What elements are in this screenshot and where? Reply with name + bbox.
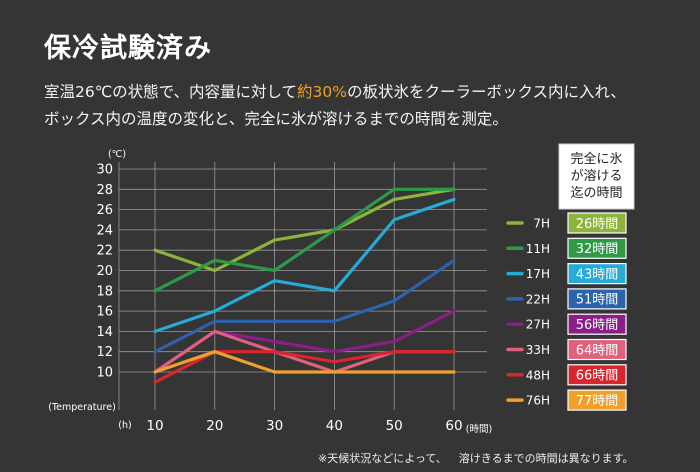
melt-time-label: 77時間 bbox=[576, 394, 619, 409]
legend-label: 76H bbox=[526, 394, 550, 408]
melt-time-label: 64時間 bbox=[576, 343, 619, 358]
description-text-1a: 室温26℃の状態で、内容量に対して bbox=[44, 83, 298, 101]
melt-time-badge bbox=[567, 288, 627, 310]
series-line-76h bbox=[153, 350, 456, 374]
y-tick-label: 30 bbox=[96, 163, 113, 178]
melt-time-label: 56時間 bbox=[576, 318, 619, 333]
y-axis-unit: (℃) bbox=[108, 149, 126, 160]
y-tick-label: 28 bbox=[96, 183, 113, 198]
melt-time-badge bbox=[567, 263, 627, 285]
series-line-48h bbox=[153, 350, 456, 384]
legend-label: 17H bbox=[526, 267, 550, 281]
x-tick-label: 60 bbox=[445, 418, 462, 434]
footnote-part-1: ※天候状況などによって、 bbox=[318, 452, 447, 465]
description-line-1: 室温26℃の状態で、内容量に対して約30%の板状氷をクーラーボックス内に入れ、 bbox=[44, 80, 626, 102]
y-tick-label: 24 bbox=[96, 223, 113, 238]
melt-time-badge bbox=[567, 338, 627, 361]
legend-header-line-3: 迄の時間 bbox=[570, 186, 622, 201]
y-axis-label: (Temperature) bbox=[48, 402, 116, 413]
x-axis-unit: (h) bbox=[118, 420, 131, 431]
legend-label: 22H bbox=[526, 292, 550, 306]
x-tick-label: 10 bbox=[146, 418, 163, 434]
melt-time-label: 26時間 bbox=[576, 217, 619, 232]
y-tick-label: 16 bbox=[96, 305, 113, 320]
footnote: ※天候状況などによって、 溶けきるまでの時間は異なります。 bbox=[318, 450, 633, 466]
y-tick-label: 22 bbox=[96, 244, 113, 259]
legend-header-line-1: 完全に氷 bbox=[570, 151, 622, 167]
description-text-1b: の板状氷をクーラーボックス内に入れ、 bbox=[347, 83, 626, 101]
melt-time-label: 43時間 bbox=[576, 267, 619, 282]
page-title: 保冷試験済み bbox=[44, 33, 212, 64]
series-line-11h bbox=[153, 187, 456, 293]
footnote-part-2: 溶けきるまでの時間は異なります。 bbox=[458, 452, 634, 465]
chart-legend: 完全に氷 が溶ける 迄の時間 7H 26時間 11H 32時間 17H 43時間 22H 51… bbox=[506, 143, 635, 411]
legend-label: 7H bbox=[533, 217, 550, 231]
series-line-22h bbox=[153, 258, 456, 354]
legend-header-box bbox=[558, 143, 635, 210]
legend-header-line-2: が溶ける bbox=[570, 169, 622, 184]
chart-axes: (℃) (Temperature) (h) (時間) 10 12 14 16 18 20 2… bbox=[48, 149, 492, 435]
melt-time-badge bbox=[567, 389, 627, 411]
melt-time-label: 51時間 bbox=[576, 293, 619, 308]
legend-label: 33H bbox=[526, 343, 550, 357]
series-line-17h bbox=[153, 197, 456, 333]
description-highlight: 約30% bbox=[297, 83, 347, 101]
x-tick-label: 40 bbox=[326, 418, 343, 434]
melt-time-badge bbox=[567, 212, 627, 234]
y-tick-label: 14 bbox=[96, 325, 113, 340]
y-tick-label: 18 bbox=[96, 284, 113, 299]
chart-series bbox=[153, 187, 456, 384]
legend-label: 27H bbox=[526, 318, 550, 332]
melt-time-badge bbox=[567, 364, 627, 386]
melt-time-label: 32時間 bbox=[576, 242, 619, 257]
legend-label: 48H bbox=[526, 368, 550, 382]
y-tick-label: 12 bbox=[96, 345, 113, 360]
y-tick-label: 20 bbox=[96, 264, 113, 279]
x-axis-label: (時間) bbox=[466, 424, 492, 435]
x-tick-label: 30 bbox=[266, 418, 283, 434]
legend-label: 11H bbox=[526, 242, 550, 256]
description-line-2: ボックス内の温度の変化と、完全に氷が溶けるまでの時間を測定。 bbox=[44, 110, 508, 128]
melt-time-label: 66時間 bbox=[576, 369, 619, 384]
x-tick-label: 50 bbox=[386, 418, 403, 434]
melt-time-badge bbox=[567, 237, 627, 259]
x-tick-label: 20 bbox=[206, 418, 223, 434]
melt-time-badge bbox=[567, 313, 627, 335]
y-tick-label: 10 bbox=[96, 366, 113, 381]
y-tick-label: 26 bbox=[96, 203, 113, 218]
